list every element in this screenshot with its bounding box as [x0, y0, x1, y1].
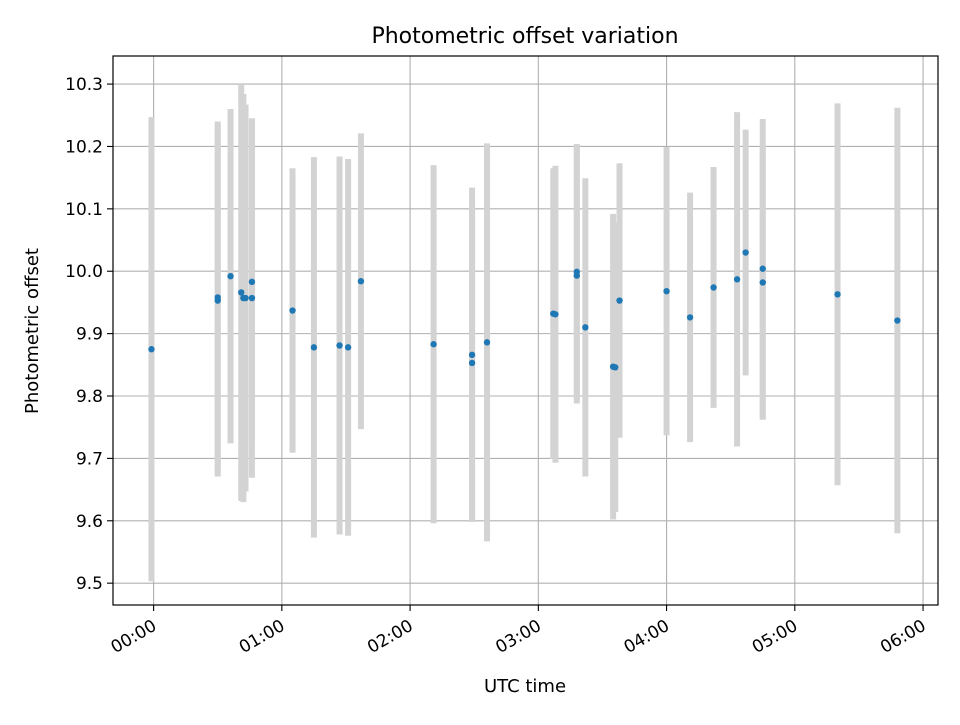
x-axis-label: UTC time — [484, 676, 566, 697]
data-point — [214, 297, 221, 304]
y-tick-label: 10.0 — [65, 262, 103, 282]
data-point — [894, 317, 901, 324]
y-tick-label: 9.8 — [76, 387, 103, 407]
data-point — [310, 344, 318, 351]
data-point — [663, 287, 670, 295]
data-point — [289, 307, 296, 314]
y-tick-label: 9.9 — [76, 325, 103, 345]
data-point — [686, 314, 694, 321]
data-point — [759, 265, 766, 272]
chart-title: Photometric offset variation — [371, 24, 678, 49]
data-point — [248, 278, 256, 286]
data-point — [430, 341, 437, 348]
data-point — [573, 272, 580, 279]
data-point — [759, 279, 766, 286]
data-point — [552, 311, 559, 318]
data-point — [612, 364, 619, 371]
data-points — [148, 249, 901, 371]
data-point — [336, 342, 343, 349]
y-axis-ticks: 9.5 9.6 9.7 9.8 9.9 10.0 10.1 10.2 10.3 — [65, 75, 113, 594]
data-point — [148, 346, 155, 353]
data-point — [238, 289, 245, 296]
data-point — [227, 273, 234, 280]
data-point — [710, 284, 717, 291]
data-point — [242, 294, 249, 302]
data-point — [834, 291, 841, 298]
data-point — [248, 294, 256, 302]
data-point — [742, 249, 749, 256]
y-tick-label: 9.6 — [76, 512, 103, 532]
y-tick-label: 9.5 — [76, 574, 103, 594]
data-point — [616, 297, 623, 304]
data-point — [344, 344, 352, 351]
data-point — [733, 276, 741, 283]
data-point — [357, 278, 365, 285]
y-tick-label: 10.1 — [65, 200, 103, 220]
data-point — [582, 324, 589, 331]
y-axis-label: Photometric offset — [22, 248, 43, 414]
y-tick-label: 10.2 — [65, 137, 103, 157]
data-point — [468, 359, 476, 367]
y-tick-label: 10.3 — [65, 75, 103, 95]
data-point — [483, 339, 491, 346]
y-tick-label: 9.7 — [76, 449, 103, 469]
plot-frame — [112, 55, 939, 606]
data-point — [468, 351, 476, 359]
